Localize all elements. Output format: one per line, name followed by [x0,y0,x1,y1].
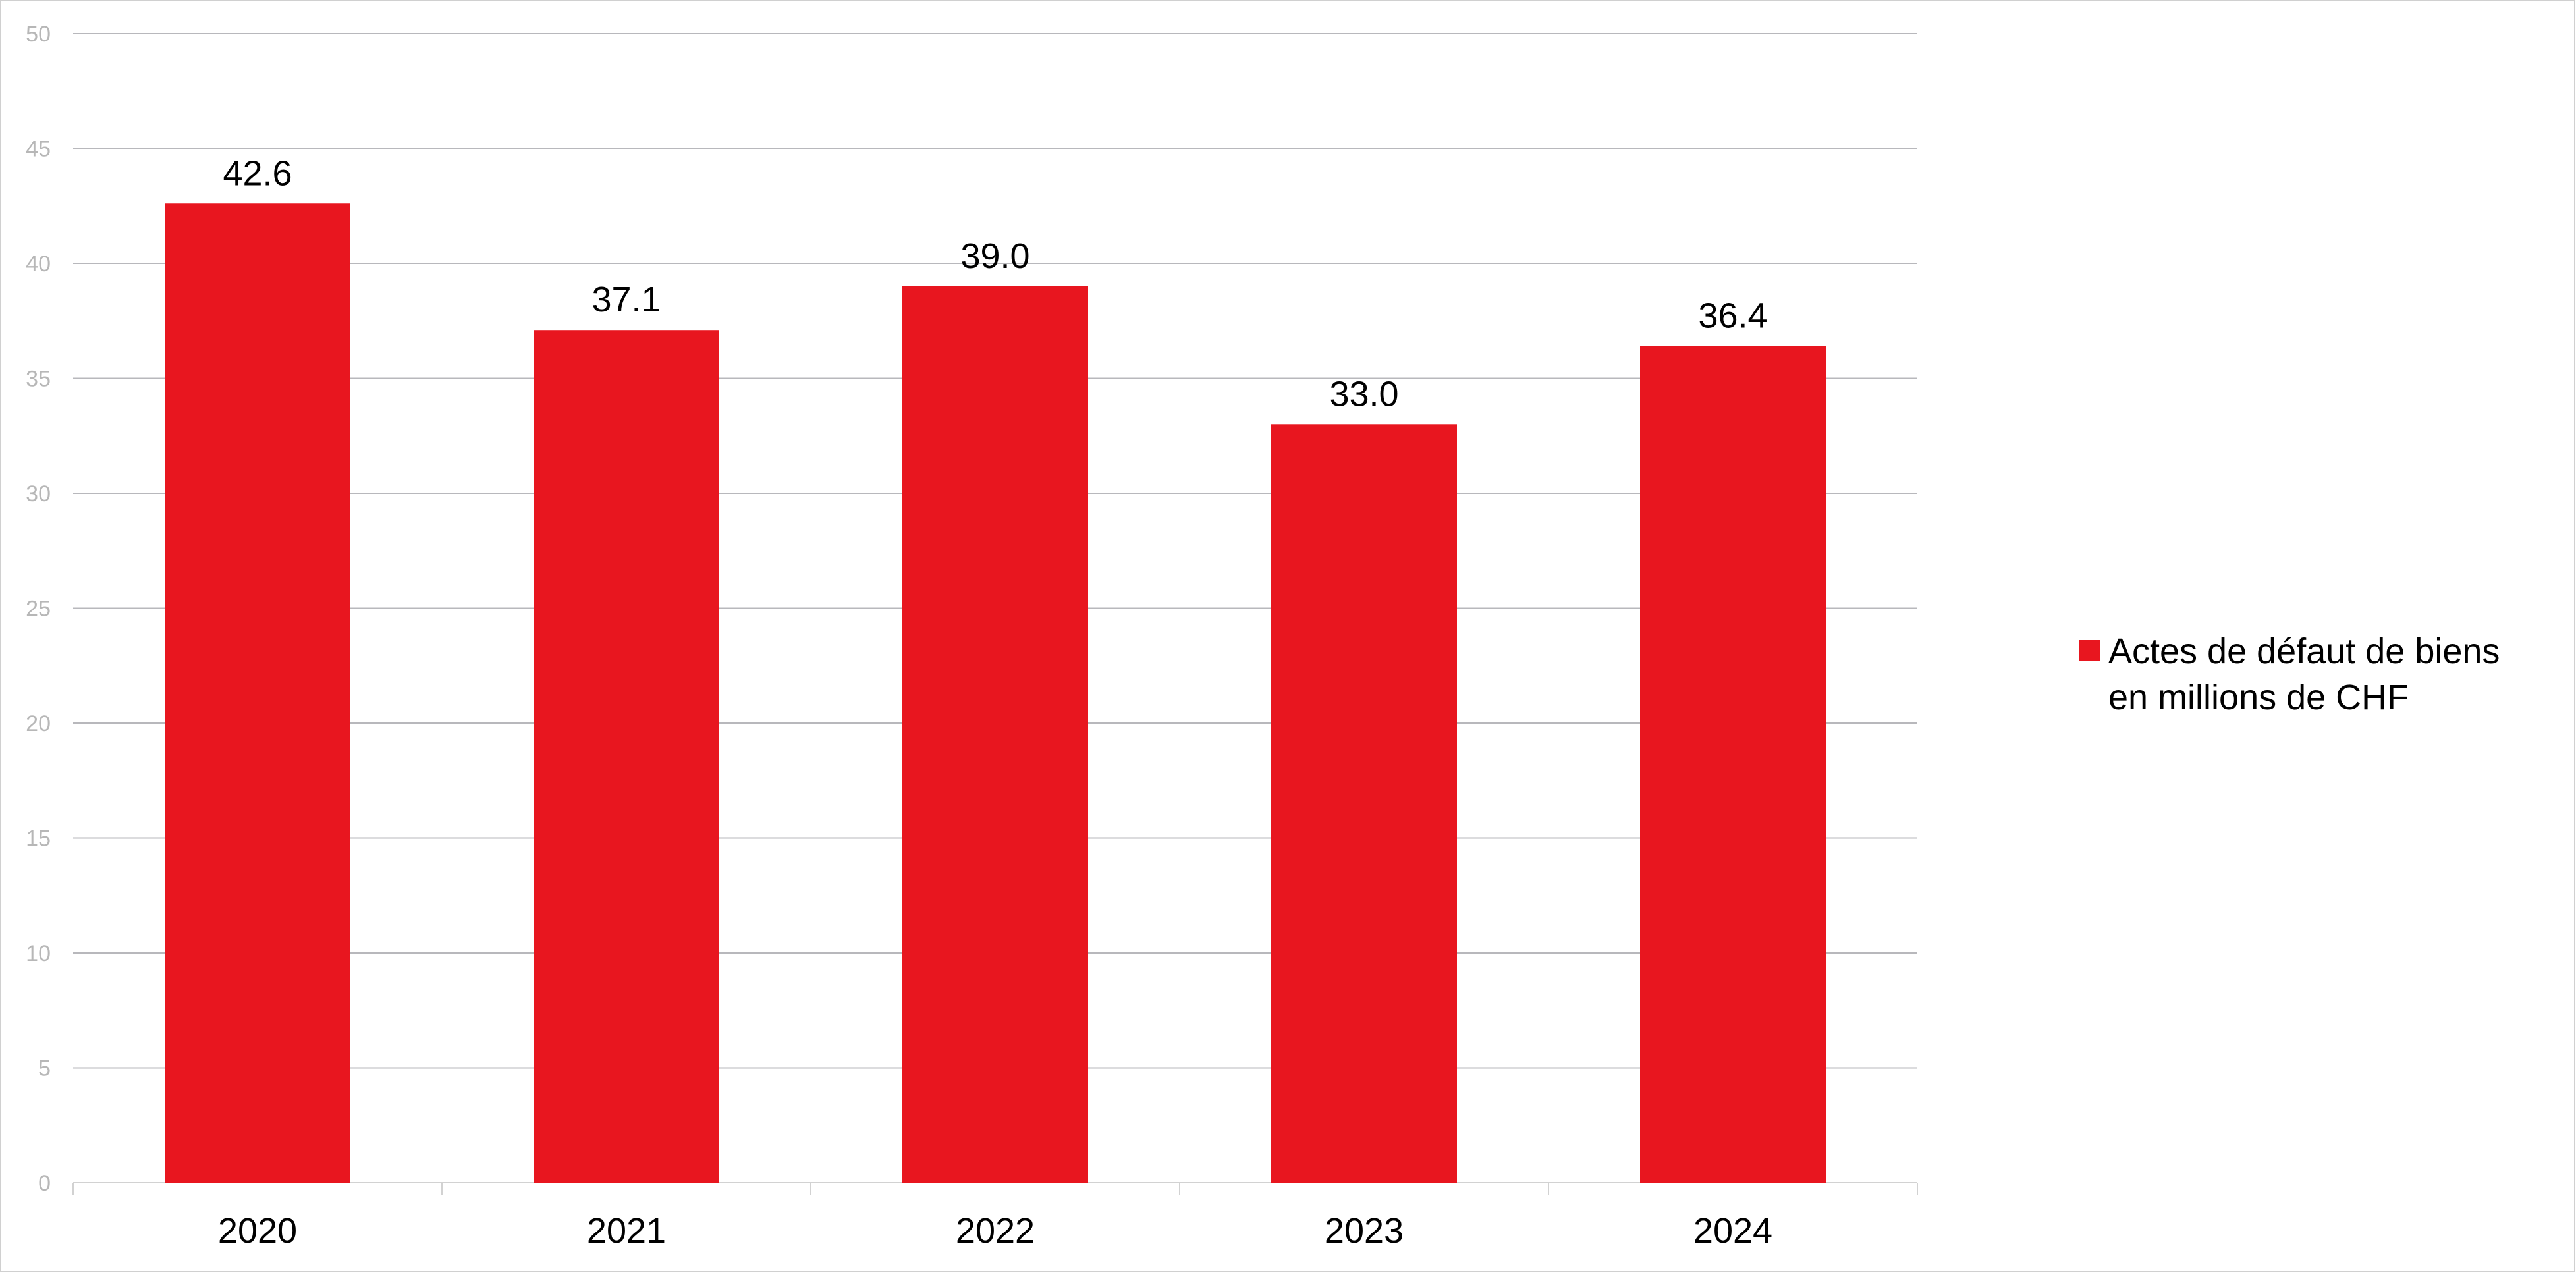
x-axis-ticks: 2020 2021 2022 2023 2024 [218,1211,1772,1251]
data-label: 42.6 [223,153,292,193]
bar [534,330,719,1183]
legend-swatch [2079,640,2100,661]
y-tick-label: 5 [38,1056,51,1081]
y-tick-label: 25 [26,597,51,622]
data-label: 33.0 [1329,374,1398,414]
y-axis-ticks: 0 5 10 15 20 25 30 35 40 45 50 [26,22,51,1196]
data-labels: 42.6 37.1 39.0 33.0 36.4 [223,153,1767,414]
data-label: 36.4 [1698,296,1767,336]
legend: Actes de défaut de biens en millions de C… [2079,632,2500,717]
y-tick-label: 35 [26,367,51,392]
y-tick-label: 40 [26,252,51,277]
x-tick-label: 2020 [218,1211,297,1251]
y-tick-label: 10 [26,941,51,966]
bars [165,203,1826,1183]
y-tick-label: 45 [26,137,51,162]
y-tick-label: 50 [26,22,51,47]
bar [902,286,1088,1183]
bar [1640,346,1826,1183]
y-tick-label: 15 [26,826,51,852]
x-tick-label: 2022 [956,1211,1035,1251]
bar [1271,424,1457,1183]
x-axis [72,1182,1918,1195]
y-tick-label: 20 [26,711,51,736]
y-tick-label: 30 [26,481,51,506]
data-label: 37.1 [591,280,661,319]
x-tick-label: 2021 [587,1211,666,1251]
x-tick-label: 2023 [1325,1211,1404,1251]
legend-label: Actes de défaut de biens [2108,632,2500,671]
data-label: 39.0 [960,236,1029,276]
legend-label: en millions de CHF [2108,678,2409,717]
x-tick-label: 2024 [1693,1211,1772,1251]
bar [165,203,350,1183]
y-tick-label: 0 [38,1171,51,1196]
